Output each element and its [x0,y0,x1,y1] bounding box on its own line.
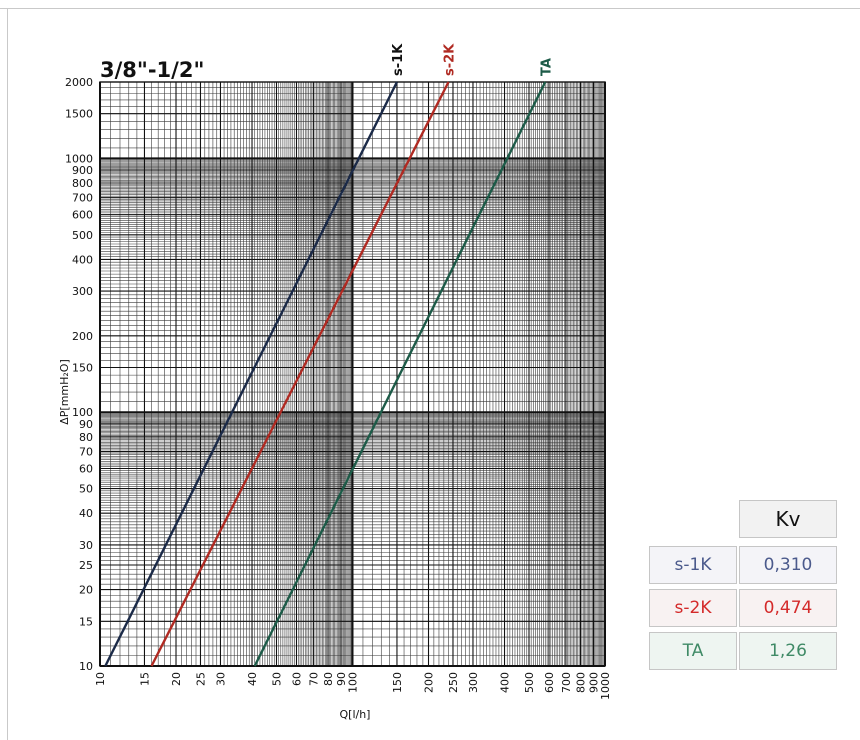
x-tick-label: 100 [347,672,360,693]
x-tick-label: 50 [270,672,283,686]
y-tick-label: 300 [72,285,93,298]
x-tick-label: 150 [391,672,404,693]
y-tick-label: 30 [79,539,93,552]
series-label-s-2k: s-2K [443,43,458,76]
kv-row-2-value: 0,474 [739,589,837,627]
x-tick-label: 900 [587,672,600,693]
y-tick-label: 2000 [65,76,93,89]
x-tick-label: 60 [290,672,303,686]
y-axis-label: ΔP[mmH₂O] [58,359,71,425]
x-tick-label: 300 [467,672,480,693]
x-tick-label: 400 [499,672,512,693]
kv-row-3-name: TA [649,632,737,670]
y-tick-label: 200 [72,330,93,343]
x-tick-label: 250 [447,672,460,693]
x-tick-label: 600 [543,672,556,693]
x-tick-label: 800 [575,672,588,693]
kv-table: Kv s-1K 0,310 s-2K 0,474 TA 1,26 [649,500,837,670]
series-line-s-2k [150,81,450,667]
y-tick-label: 700 [72,192,93,205]
x-tick-label: 90 [335,672,348,686]
y-tick-label: 400 [72,253,93,266]
series-layer: s-1K s-2K TA [104,43,554,667]
kv-row-1-value: 0,310 [739,546,837,584]
series-line-ta [253,81,547,667]
kv-row-2-name: s-2K [649,589,737,627]
series-line-s-1k [104,81,399,667]
y-tick-label: 900 [72,164,93,177]
x-tick-label: 700 [560,672,573,693]
kv-row-1-name: s-1K [649,546,737,584]
y-tick-label: 600 [72,209,93,222]
y-tick-label: 90 [79,418,93,431]
y-tick-label: 1500 [65,108,93,121]
x-tick-label: 10 [94,672,107,686]
grid-major [99,81,606,667]
y-tick-label: 40 [79,507,93,520]
y-tick-label: 800 [72,177,93,190]
x-tick-label: 70 [307,672,320,686]
y-tick-label: 80 [79,431,93,444]
frame-left-border [7,8,8,740]
y-tick-label: 15 [79,615,93,628]
y-tick-label: 25 [79,559,93,572]
x-tick-label: 25 [194,672,207,686]
y-tick-label: 1000 [65,152,93,165]
x-tick-label: 40 [246,672,259,686]
x-axis-label: Q[l/h] [340,708,371,721]
x-tick-label: 15 [138,672,151,686]
y-tick-label: 20 [79,584,93,597]
x-tick-label: 20 [170,672,183,686]
plot-frame [99,81,606,667]
x-tick-label: 200 [423,672,436,693]
y-tick-label: 500 [72,229,93,242]
x-tick-label: 1000 [599,672,612,700]
kv-row-3-value: 1,26 [739,632,837,670]
y-tick-label: 70 [79,446,93,459]
y-tick-label: 50 [79,483,93,496]
x-tick-label: 500 [523,672,536,693]
series-label-s-1k: s-1K [391,43,406,76]
series-label-ta: TA [539,58,554,76]
kv-header: Kv [739,500,837,538]
y-tick-label: 100 [72,406,93,419]
y-tick-label: 150 [72,362,93,375]
frame-top-border [0,8,860,9]
y-tick-label: 10 [79,660,93,673]
chart-title: 3/8"-1/2" [100,58,204,82]
x-tick-label: 30 [214,672,227,686]
x-tick-label: 80 [322,672,335,686]
y-tick-label: 60 [79,463,93,476]
